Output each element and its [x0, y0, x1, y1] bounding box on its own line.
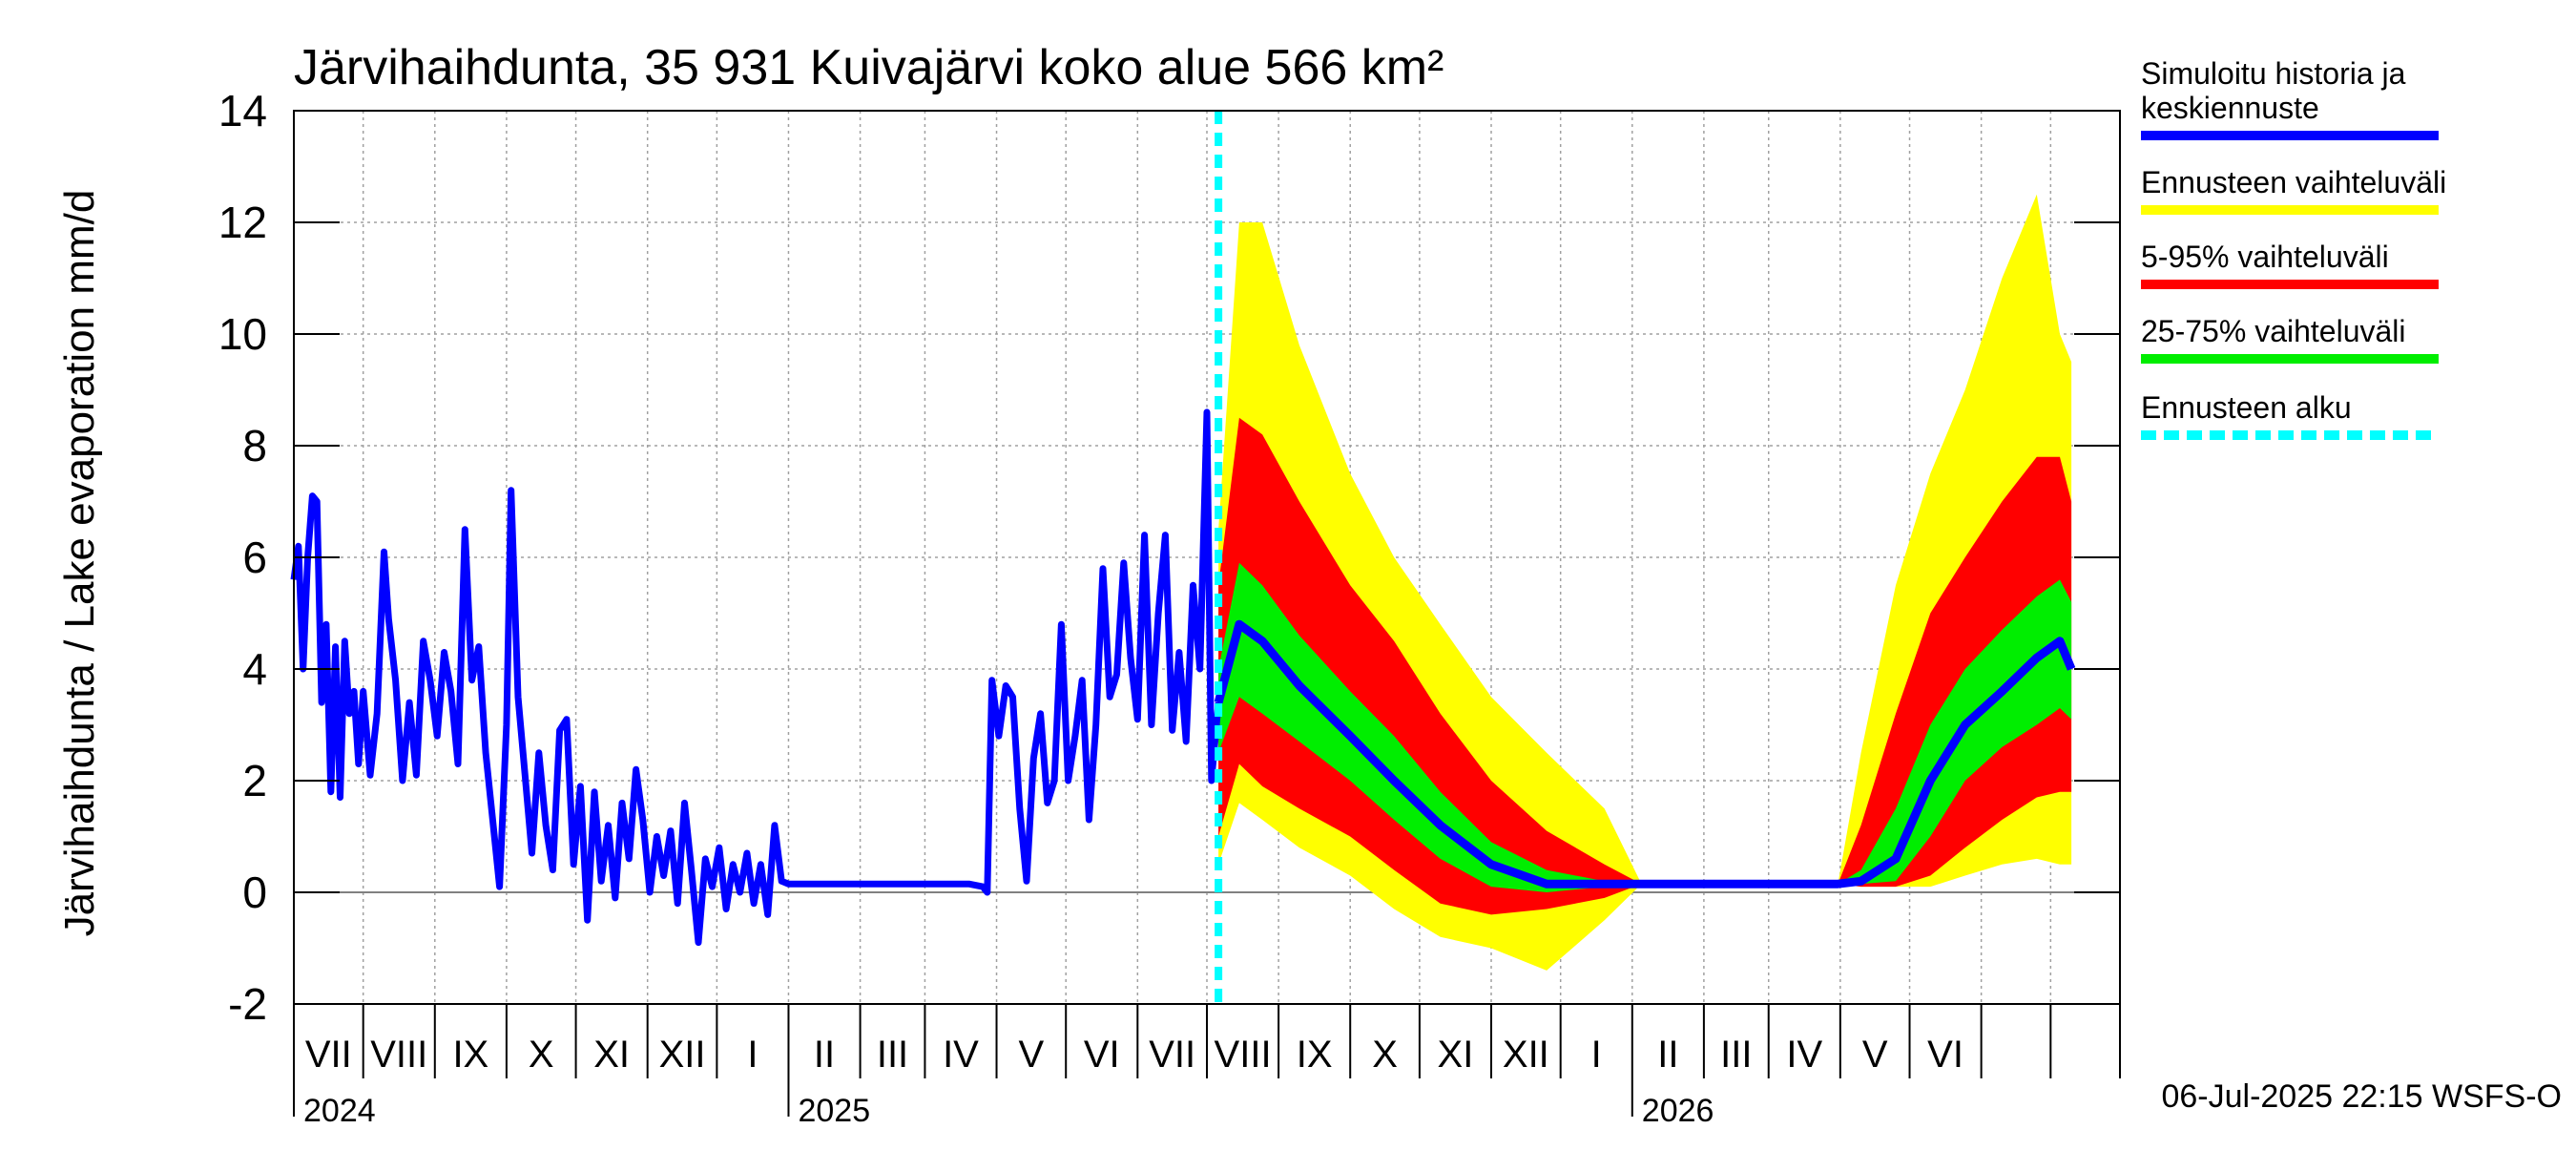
month-label: II — [814, 1034, 835, 1076]
month-label: I — [1591, 1034, 1602, 1076]
year-label: 2024 — [303, 1093, 376, 1129]
month-label: VIII — [370, 1034, 427, 1076]
y-tick-label: 10 — [218, 309, 267, 359]
y-tick-label: 0 — [242, 868, 267, 917]
chart-title: Järvihaihdunta, 35 931 Kuivajärvi koko a… — [294, 40, 1444, 95]
month-label: V — [1019, 1034, 1045, 1076]
month-label: IX — [452, 1034, 488, 1076]
legend-label: 5-95% vaihteluväli — [2141, 240, 2389, 274]
history-line — [290, 408, 1222, 947]
legend-label: keskiennuste — [2141, 91, 2319, 125]
month-label: III — [877, 1034, 908, 1076]
year-label: 2026 — [1642, 1093, 1714, 1129]
month-label: VII — [1149, 1034, 1195, 1076]
month-label: VI — [1084, 1034, 1120, 1076]
y-tick-label: -2 — [228, 979, 267, 1029]
y-tick-label: 2 — [242, 756, 267, 805]
month-label: V — [1862, 1034, 1888, 1076]
legend-label: Ennusteen vaihteluväli — [2141, 165, 2446, 199]
legend-label: Ennusteen alku — [2141, 390, 2352, 425]
legend-label: 25-75% vaihteluväli — [2141, 314, 2406, 348]
y-axis-label: Järvihaihdunta / Lake evaporation mm/d — [56, 190, 103, 937]
month-label: VII — [305, 1034, 352, 1076]
forecast-mean-line — [1214, 619, 2076, 889]
month-label: XI — [1438, 1034, 1474, 1076]
y-tick-label: 6 — [242, 533, 267, 582]
month-label: I — [747, 1034, 758, 1076]
forecast-bands — [1218, 194, 2072, 971]
band-25-75 — [1218, 562, 2072, 892]
month-label: IV — [1786, 1034, 1822, 1076]
month-label: X — [529, 1034, 554, 1076]
month-label: VI — [1927, 1034, 1963, 1076]
series-lines — [290, 111, 2076, 1004]
month-label: X — [1372, 1034, 1398, 1076]
month-label: XI — [593, 1034, 630, 1076]
month-label: XII — [659, 1034, 706, 1076]
footer-timestamp: 06-Jul-2025 22:15 WSFS-O — [2161, 1078, 2562, 1115]
year-label: 2025 — [798, 1093, 870, 1129]
month-label: II — [1657, 1034, 1678, 1076]
y-tick-label: 14 — [218, 86, 267, 136]
month-label: IV — [943, 1034, 979, 1076]
y-tick-label: 12 — [218, 198, 267, 247]
y-tick-label: 8 — [242, 421, 267, 470]
y-tick-label: 4 — [242, 644, 267, 694]
legend-label: Simuloitu historia ja — [2141, 56, 2406, 91]
month-label: VIII — [1215, 1034, 1272, 1076]
month-label: XII — [1503, 1034, 1549, 1076]
month-label: IX — [1297, 1034, 1333, 1076]
month-label: III — [1720, 1034, 1752, 1076]
